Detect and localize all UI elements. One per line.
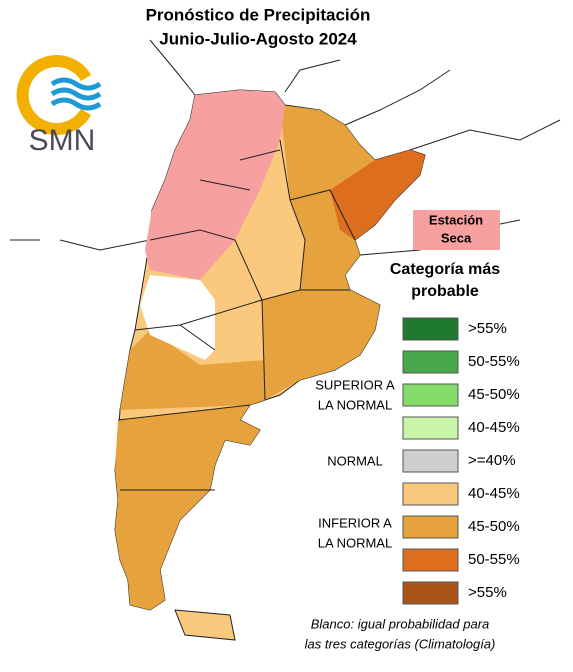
dry-season-label: Seca: [441, 230, 472, 245]
legend-group-label: NORMAL: [327, 453, 383, 468]
legend-label: 40-45%: [468, 485, 520, 502]
legend-label: >55%: [468, 584, 507, 601]
note: Blanco: igual probabilidad para las tres …: [305, 616, 496, 651]
legend-swatch: [402, 416, 459, 440]
legend-group-label: LA NORMAL: [318, 535, 392, 550]
legend-label: >55%: [468, 320, 507, 337]
legend-title: Categoría más: [390, 261, 500, 278]
legend-group-label: INFERIOR A: [318, 515, 392, 530]
legend-swatch: [402, 548, 459, 572]
dry-season-box: [413, 210, 500, 250]
legend-swatch: [402, 482, 459, 506]
logo-text: SMN: [29, 124, 96, 157]
legend-label: 50-55%: [468, 551, 520, 568]
legend-swatch: [402, 317, 459, 341]
dry-season-label: Estación: [429, 212, 483, 227]
note-text: las tres categorías (Climatología): [305, 636, 496, 651]
note-text: Blanco: igual probabilidad para: [311, 616, 490, 631]
legend: Categoría más probable >55% 50-55% 45-50% 40-…: [315, 261, 520, 605]
argentina-map: [114, 89, 426, 641]
title: Pronóstico de Precipitación: [146, 5, 371, 24]
logo: SMN: [16, 55, 102, 157]
legend-group-label: LA NORMAL: [318, 397, 392, 412]
legend-label: 40-45%: [468, 419, 520, 436]
legend-swatch: [402, 383, 459, 407]
legend-swatch: [402, 449, 459, 473]
legend-group-label: SUPERIOR A: [315, 377, 395, 392]
legend-label: 45-50%: [468, 386, 520, 403]
legend-swatch: [402, 350, 459, 374]
legend-title: probable: [411, 283, 479, 300]
legend-swatch: [402, 581, 459, 605]
legend-label: >=40%: [468, 452, 516, 469]
legend-label: 45-50%: [468, 518, 520, 535]
legend-label: 50-55%: [468, 353, 520, 370]
legend-swatch: [402, 515, 459, 539]
subtitle: Junio-Julio-Agosto 2024: [159, 29, 357, 48]
